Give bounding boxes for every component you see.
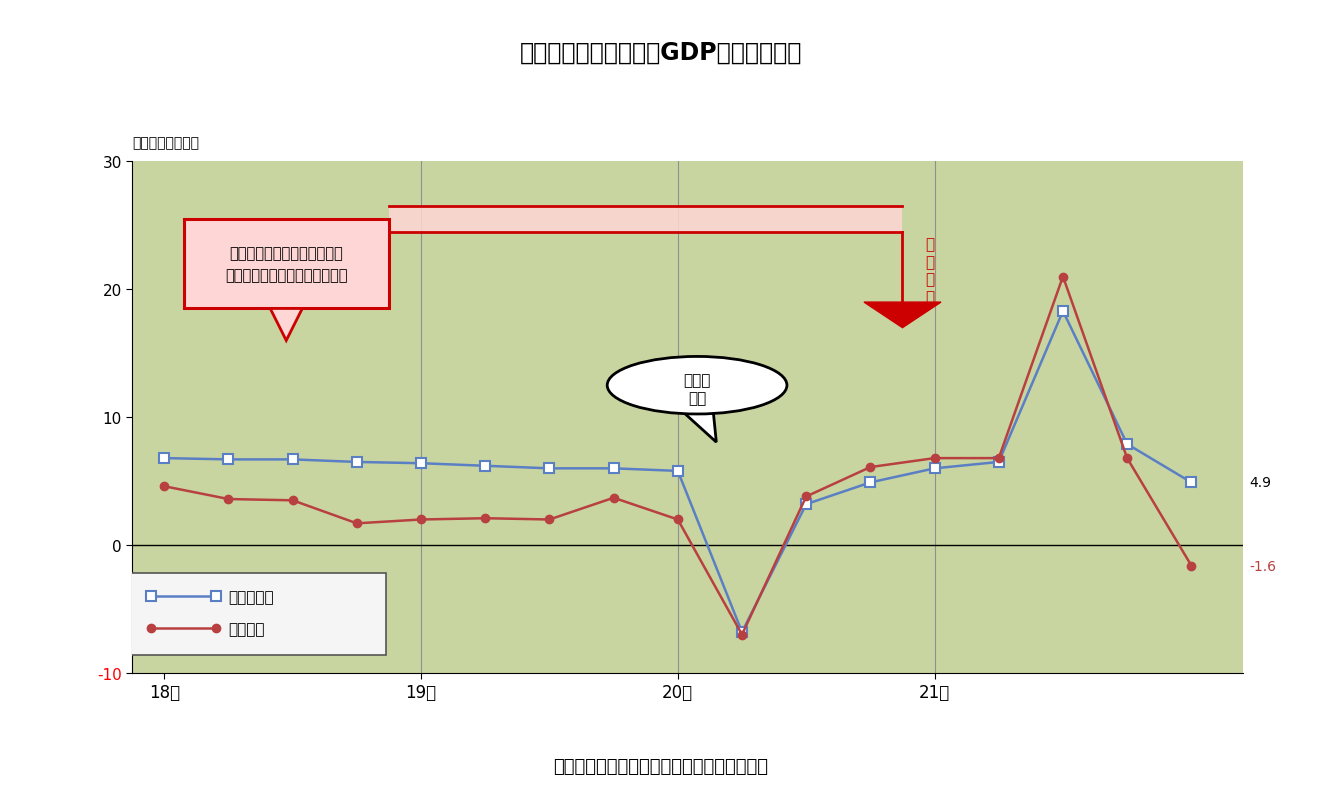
Text: （前年同期比％）: （前年同期比％）	[132, 136, 200, 150]
Ellipse shape	[607, 357, 787, 414]
Text: （中国国家統計局のデータを元に筆者作成）: （中国国家統計局のデータを元に筆者作成）	[554, 757, 768, 775]
Text: 危機: 危機	[687, 391, 706, 406]
Text: 再
び
登
場: 再 び 登 場	[925, 237, 935, 304]
Text: コロナ: コロナ	[683, 373, 711, 388]
FancyBboxPatch shape	[130, 573, 386, 655]
Text: 図表１：国内総生産（GDP）と不動産業: 図表１：国内総生産（GDP）と不動産業	[520, 41, 802, 65]
Polygon shape	[270, 309, 303, 341]
Text: 4.9: 4.9	[1249, 476, 1270, 490]
Polygon shape	[681, 410, 717, 443]
Text: 不動産業: 不動産業	[229, 621, 264, 636]
Text: 国内総生産: 国内総生産	[229, 589, 274, 604]
FancyBboxPatch shape	[389, 207, 903, 233]
FancyBboxPatch shape	[184, 220, 389, 309]
Polygon shape	[865, 303, 941, 328]
Text: 「住宅は住むためのもので、
投機するためのものではない」: 「住宅は住むためのもので、 投機するためのものではない」	[225, 246, 348, 283]
Text: -1.6: -1.6	[1249, 559, 1276, 573]
